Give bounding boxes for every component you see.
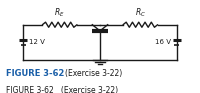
Text: $R_C$: $R_C$ [135, 7, 146, 19]
Text: 16 V: 16 V [155, 39, 171, 45]
Text: $R_E$: $R_E$ [54, 7, 65, 19]
Text: FIGURE 3-62: FIGURE 3-62 [6, 69, 64, 78]
Text: (Exercise 3-22): (Exercise 3-22) [65, 69, 123, 78]
Text: FIGURE 3-62   (Exercise 3-22): FIGURE 3-62 (Exercise 3-22) [6, 86, 118, 93]
Text: 12 V: 12 V [29, 39, 45, 45]
